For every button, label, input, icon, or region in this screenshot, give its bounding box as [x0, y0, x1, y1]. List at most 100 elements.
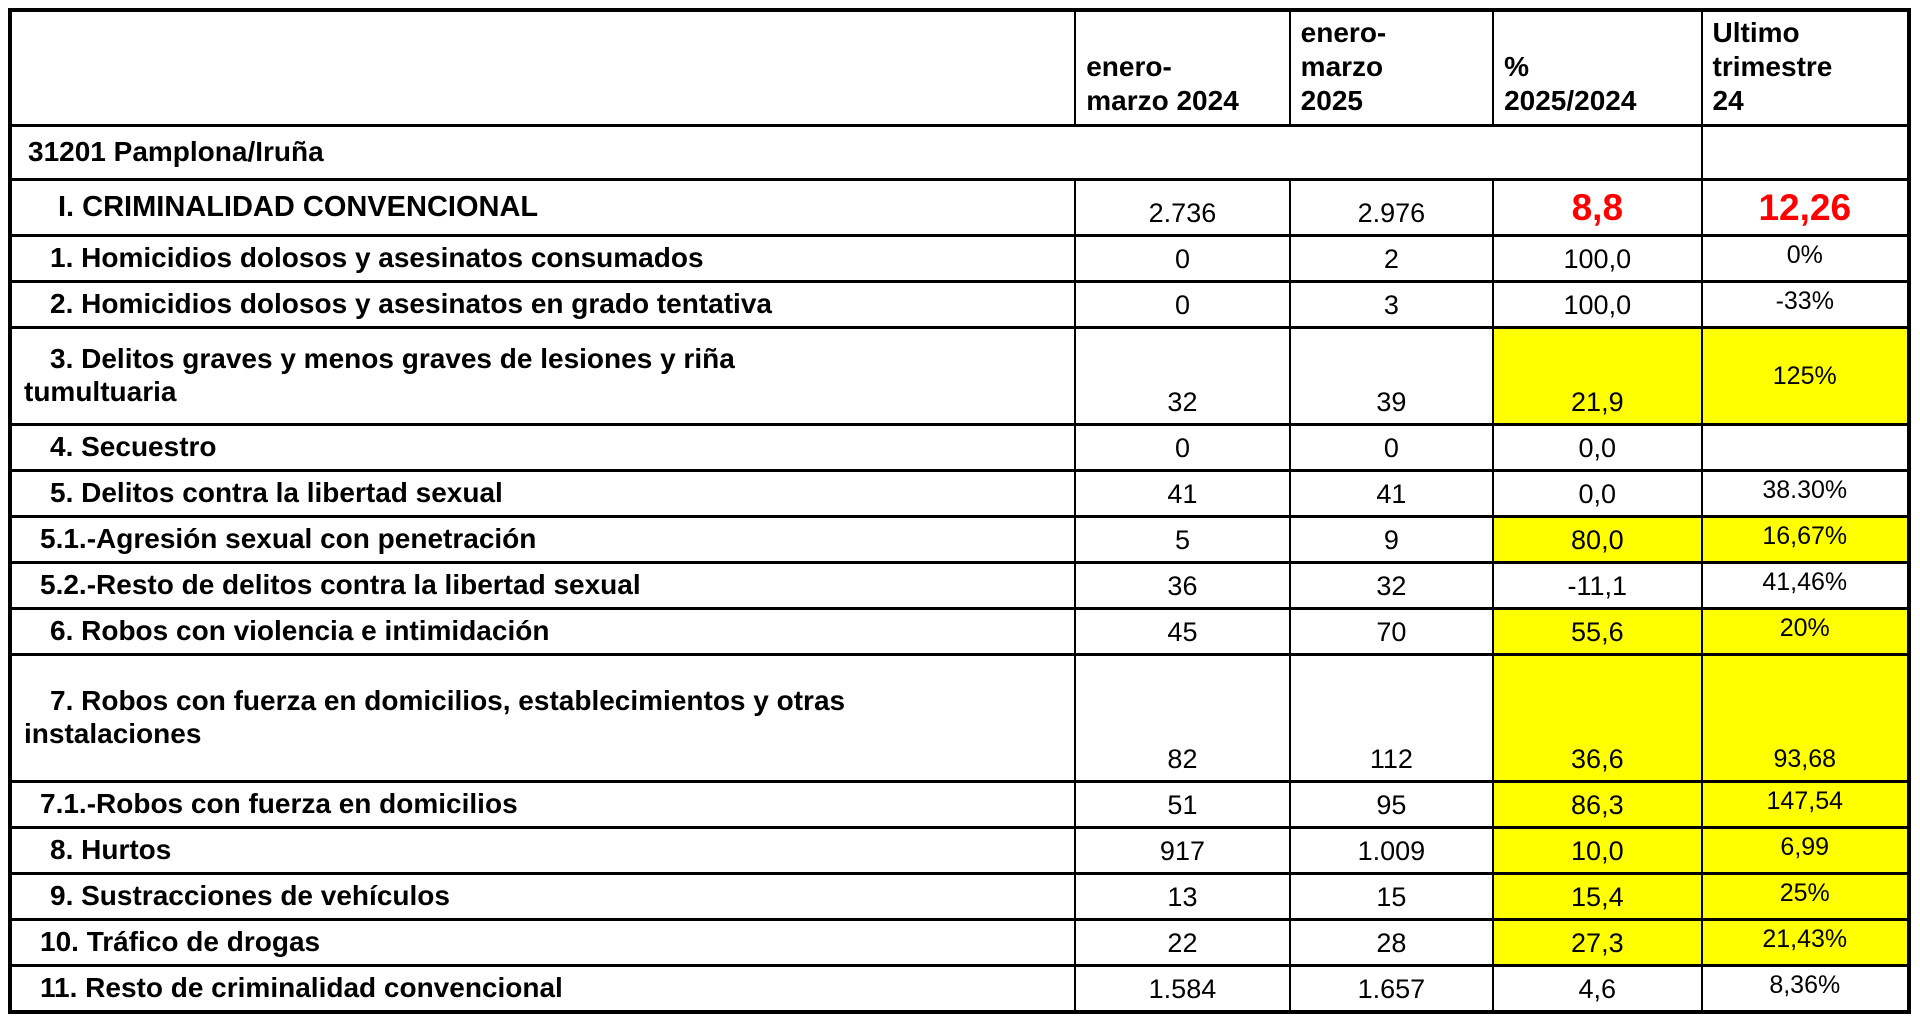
value-pct: 100,0 [1492, 280, 1703, 330]
value-ultimo-trimestre: 12,26 [1700, 178, 1911, 238]
value-pct: 0,0 [1492, 469, 1703, 519]
value-ultimo-trimestre: 125% [1700, 326, 1911, 427]
row-criminalidad-convencional: I. CRIMINALIDAD CONVENCIONAL 2.736 2.976… [8, 178, 1911, 238]
value-enero-marzo-2024: 917 [1074, 826, 1291, 876]
row-trafico-drogas: 10. Tráfico de drogas 22 28 27,3 21,43% [8, 918, 1911, 968]
value-enero-marzo-2024: 0 [1074, 280, 1291, 330]
value-enero-marzo-2024: 5 [1074, 515, 1291, 565]
value-pct: 10,0 [1492, 826, 1703, 876]
value-enero-marzo-2024: 82 [1074, 653, 1291, 784]
row-resto-libertad-sexual: 5.2.-Resto de delitos contra la libertad… [8, 561, 1911, 611]
row-label: 8. Hurtos [8, 826, 1077, 876]
row-label: 5.1.-Agresión sexual con penetración [8, 515, 1077, 565]
value-enero-marzo-2025: 95 [1288, 780, 1495, 830]
value-ultimo-trimestre: 25% [1700, 872, 1911, 922]
row-label: 11. Resto de criminalidad convencional [8, 964, 1077, 1014]
value-enero-marzo-2025: 1.009 [1288, 826, 1495, 876]
row-label: I. CRIMINALIDAD CONVENCIONAL [8, 178, 1077, 238]
value-ultimo-trimestre: 16,67% [1700, 515, 1911, 565]
value-enero-marzo-2024: 0 [1074, 234, 1291, 284]
row-label: 10. Tráfico de drogas [8, 918, 1077, 968]
row-homicidios-tentativa: 2. Homicidios dolosos y asesinatos en gr… [8, 280, 1911, 330]
row-label: 6. Robos con violencia e intimidación [8, 607, 1077, 657]
value-pct: 55,6 [1492, 607, 1703, 657]
value-pct: 86,3 [1492, 780, 1703, 830]
value-enero-marzo-2024: 41 [1074, 469, 1291, 519]
value-pct: 100,0 [1492, 234, 1703, 284]
row-robos-fuerza-establecimientos: 7. Robos con fuerza en domicilios, estab… [8, 653, 1911, 784]
crime-statistics-table: enero- marzo 2024 enero- marzo 2025 % 20… [8, 8, 1911, 1014]
row-homicidios-consumados: 1. Homicidios dolosos y asesinatos consu… [8, 234, 1911, 284]
value-ultimo-trimestre [1700, 423, 1911, 473]
region-row: 31201 Pamplona/Iruña [9, 124, 1911, 182]
header-row: enero- marzo 2024 enero- marzo 2025 % 20… [8, 8, 1911, 128]
value-enero-marzo-2024: 2.736 [1074, 178, 1291, 238]
value-pct: 36,6 [1492, 653, 1703, 784]
row-label: 5.2.-Resto de delitos contra la libertad… [8, 561, 1077, 611]
value-enero-marzo-2025: 41 [1288, 469, 1495, 519]
value-enero-marzo-2025: 70 [1288, 607, 1495, 657]
value-ultimo-trimestre: 8,36% [1700, 964, 1911, 1014]
value-pct: 21,9 [1492, 326, 1703, 427]
row-robos-violencia-intimidacion: 6. Robos con violencia e intimidación 45… [8, 607, 1911, 657]
value-enero-marzo-2025: 2.976 [1288, 178, 1495, 238]
value-enero-marzo-2025: 28 [1288, 918, 1495, 968]
row-sustracciones-vehiculos: 9. Sustracciones de vehículos 13 15 15,4… [8, 872, 1911, 922]
value-enero-marzo-2025: 1.657 [1288, 964, 1495, 1014]
value-pct: 15,4 [1492, 872, 1703, 922]
value-ultimo-trimestre: 21,43% [1700, 918, 1911, 968]
value-enero-marzo-2025: 39 [1288, 326, 1495, 427]
value-pct: 8,8 [1492, 178, 1703, 238]
row-lesiones-rina-tumultuaria: 3. Delitos graves y menos graves de lesi… [8, 326, 1911, 427]
value-ultimo-trimestre: -33% [1700, 280, 1911, 330]
value-enero-marzo-2025: 9 [1288, 515, 1495, 565]
value-ultimo-trimestre: 41,46% [1700, 561, 1911, 611]
value-pct: 27,3 [1492, 918, 1703, 968]
row-delitos-libertad-sexual: 5. Delitos contra la libertad sexual 41 … [8, 469, 1911, 519]
row-label: 3. Delitos graves y menos graves de lesi… [8, 326, 1077, 427]
row-label: 1. Homicidios dolosos y asesinatos consu… [8, 234, 1077, 284]
value-enero-marzo-2024: 32 [1074, 326, 1291, 427]
row-label: 4. Secuestro [8, 423, 1077, 473]
value-pct: 4,6 [1492, 964, 1703, 1014]
value-enero-marzo-2025: 15 [1288, 872, 1495, 922]
column-header-pct-2025-2024: % 2025/2024 [1492, 8, 1703, 128]
value-enero-marzo-2024: 0 [1074, 423, 1291, 473]
row-resto-criminalidad-convencional: 11. Resto de criminalidad convencional 1… [8, 964, 1911, 1014]
column-header-ultimo-trimestre-24: Ultimo trimestre 24 [1700, 8, 1911, 128]
region-label: 31201 Pamplona/Iruña [9, 124, 1703, 182]
value-pct: -11,1 [1492, 561, 1703, 611]
value-enero-marzo-2024: 22 [1074, 918, 1291, 968]
row-robos-fuerza-domicilios: 7.1.-Robos con fuerza en domicilios 51 9… [8, 780, 1911, 830]
column-header-enero-marzo-2024: enero- marzo 2024 [1074, 8, 1291, 128]
row-label: 5. Delitos contra la libertad sexual [8, 469, 1077, 519]
value-enero-marzo-2025: 32 [1288, 561, 1495, 611]
value-ultimo-trimestre: 0% [1700, 234, 1911, 284]
row-label: 2. Homicidios dolosos y asesinatos en gr… [8, 280, 1077, 330]
value-enero-marzo-2024: 1.584 [1074, 964, 1291, 1014]
value-ultimo-trimestre: 20% [1700, 607, 1911, 657]
value-ultimo-trimestre: 38.30% [1700, 469, 1911, 519]
value-ultimo-trimestre: 147,54 [1700, 780, 1911, 830]
value-enero-marzo-2024: 51 [1074, 780, 1291, 830]
value-pct: 0,0 [1492, 423, 1703, 473]
region-ultimo-empty-cell [1700, 124, 1911, 182]
value-enero-marzo-2025: 2 [1288, 234, 1495, 284]
row-label: 9. Sustracciones de vehículos [8, 872, 1077, 922]
row-agresion-sexual-penetracion: 5.1.-Agresión sexual con penetración 5 9… [8, 515, 1911, 565]
row-label: 7. Robos con fuerza en domicilios, estab… [8, 653, 1077, 784]
column-header-enero-marzo-2025: enero- marzo 2025 [1288, 8, 1495, 128]
value-enero-marzo-2025: 0 [1288, 423, 1495, 473]
value-enero-marzo-2025: 3 [1288, 280, 1495, 330]
value-ultimo-trimestre: 93,68 [1700, 653, 1911, 784]
row-label: 7.1.-Robos con fuerza en domicilios [8, 780, 1077, 830]
value-enero-marzo-2024: 13 [1074, 872, 1291, 922]
column-header-empty [8, 8, 1077, 128]
value-enero-marzo-2025: 112 [1288, 653, 1495, 784]
value-enero-marzo-2024: 45 [1074, 607, 1291, 657]
value-enero-marzo-2024: 36 [1074, 561, 1291, 611]
value-ultimo-trimestre: 6,99 [1700, 826, 1911, 876]
row-hurtos: 8. Hurtos 917 1.009 10,0 6,99 [8, 826, 1911, 876]
row-secuestro: 4. Secuestro 0 0 0,0 [8, 423, 1911, 473]
value-pct: 80,0 [1492, 515, 1703, 565]
